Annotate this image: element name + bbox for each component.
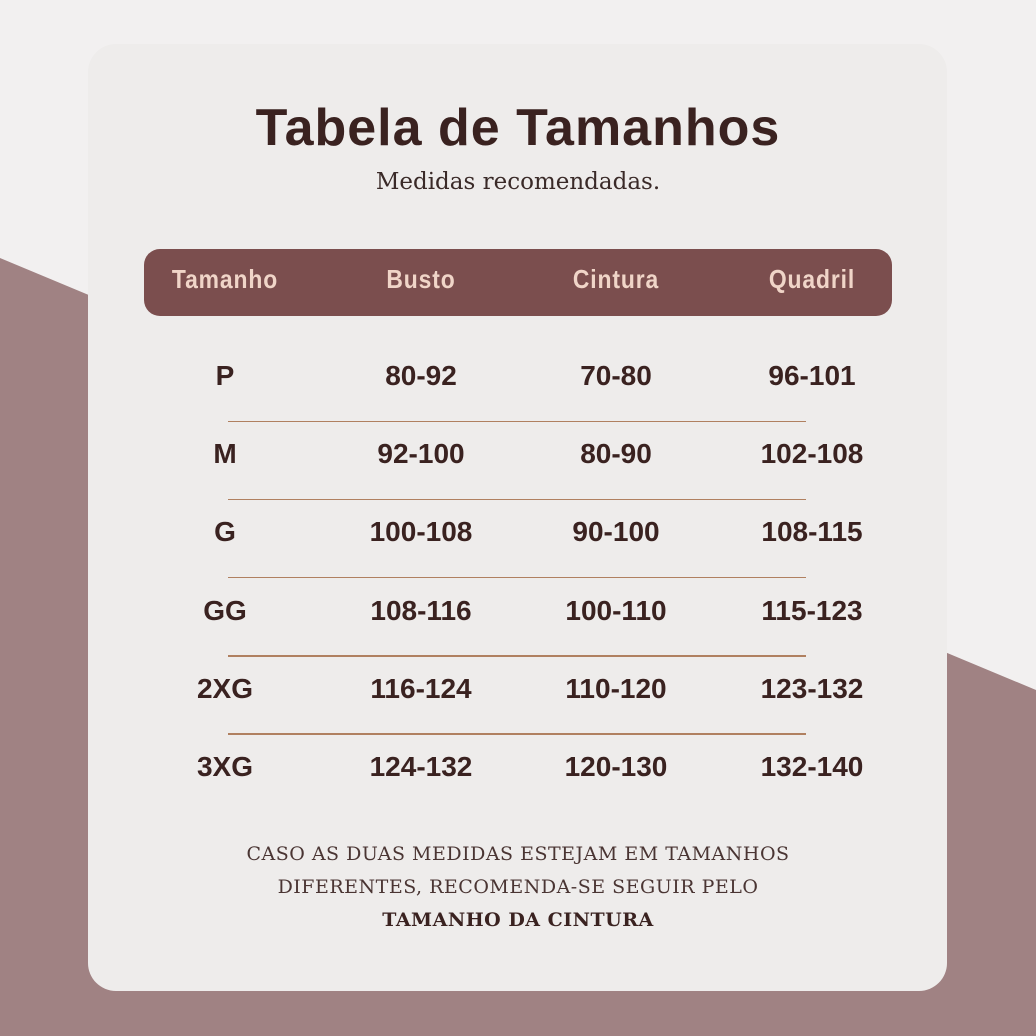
table-cell: P	[215, 360, 235, 391]
table-cell: 102-108	[760, 438, 864, 470]
table-cell: 96-101	[768, 360, 856, 391]
table-header	[144, 249, 892, 316]
table-cell: 90-100	[572, 516, 660, 548]
size-chart-card	[88, 44, 947, 991]
table-cell: 80-90	[580, 438, 652, 470]
table-cell: 92-100	[377, 438, 465, 470]
table-cell: 100-108	[369, 516, 473, 548]
table-cell: 116-124	[370, 672, 472, 704]
table-cell: GG	[203, 594, 247, 626]
column-header: Cintura	[572, 264, 660, 294]
table-cell: G	[214, 516, 236, 548]
table-cell: 132-140	[760, 751, 864, 782]
table-cell: 108-116	[370, 594, 472, 626]
table-cell: 120-130	[564, 751, 668, 782]
table-cell: 123-132	[760, 672, 864, 704]
note-line-2: DIFERENTES, RECOMENDA-SE SEGUIR PELO	[277, 876, 759, 898]
table-cell: 80-92	[385, 360, 457, 391]
column-header: Tamanho	[171, 264, 279, 294]
row-divider	[228, 576, 806, 579]
table-cell: 3XG	[196, 751, 254, 782]
row-divider	[228, 498, 806, 501]
table-cell: 100-110	[565, 594, 667, 626]
table-cell: 108-115	[761, 516, 863, 548]
table-cell: 115-123	[761, 594, 863, 626]
row-divider	[228, 420, 806, 422]
table-cell: 124-132	[369, 751, 473, 782]
table-cell: M	[213, 438, 237, 470]
table-cell: 110-120	[565, 672, 667, 704]
note-line-3: TAMANHO DA CINTURA	[382, 909, 654, 931]
page-title: Tabela de Tamanhos	[255, 99, 781, 157]
column-header: Busto	[386, 264, 456, 294]
note-line-1: CASO AS DUAS MEDIDAS ESTEJAM EM TAMANHOS	[246, 843, 790, 865]
row-divider	[228, 733, 806, 735]
row-divider	[228, 655, 806, 657]
table-cell: 70-80	[580, 360, 652, 391]
table-cell: 2XG	[196, 672, 254, 704]
column-header: Quadril	[768, 264, 856, 294]
page-subtitle: Medidas recomendadas.	[375, 169, 661, 195]
